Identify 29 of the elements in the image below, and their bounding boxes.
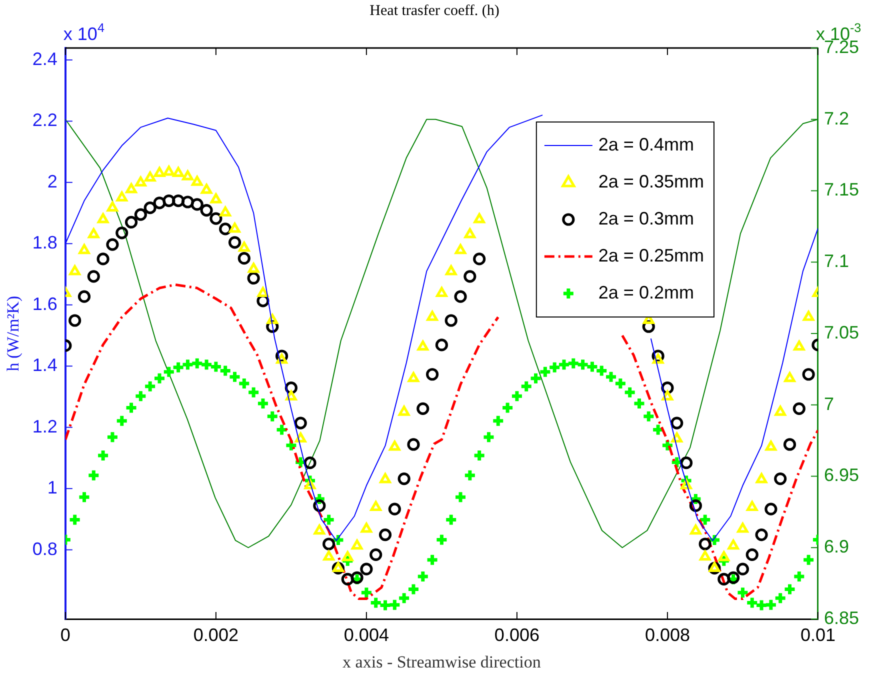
y-axis-title: h (W/m²K) — [4, 296, 23, 372]
y2-tick-label: 6.9 — [824, 536, 849, 557]
y2-tick-label: 7 — [824, 394, 834, 414]
y-tick-label: 0.8 — [32, 538, 58, 559]
y-tick-label: 1.4 — [32, 355, 58, 376]
x-tick-label: 0.006 — [494, 624, 540, 645]
legend-label: 2a = 0.4mm — [598, 134, 694, 154]
y-tick-label: 2.2 — [32, 110, 58, 130]
chart-title: Heat trasfer coeff. (h) — [370, 2, 500, 19]
legend-label: 2a = 0.2mm — [598, 282, 694, 302]
y-tick-label: 2.4 — [32, 48, 58, 69]
y-tick-label: 1.8 — [32, 232, 58, 253]
x-tick-label: 0 — [60, 624, 70, 645]
y-tick-label: 1 — [47, 478, 58, 498]
legend-label: 2a = 0.35mm — [598, 171, 704, 192]
legend-label: 2a = 0.25mm — [598, 245, 704, 266]
legend-label: 2a = 0.3mm — [598, 208, 694, 228]
x-axis-title: x axis - Streamwise direction — [342, 652, 542, 672]
x-tick-label: 0.002 — [193, 624, 238, 645]
y-tick-label: 2 — [47, 171, 58, 192]
y2-tick-label: 7.05 — [824, 322, 860, 342]
y-tick-label: 1.6 — [32, 294, 58, 314]
y2-tick-label: 6.95 — [824, 465, 860, 486]
y2-tick-label: 7.1 — [824, 251, 849, 272]
x-tick-label: 0.004 — [344, 624, 389, 645]
x-tick-label: 0.008 — [644, 624, 690, 645]
y2-tick-label: 7.2 — [824, 108, 849, 128]
y-tick-label: 1.2 — [32, 416, 58, 436]
y2-tick-label: 7.15 — [824, 180, 860, 200]
